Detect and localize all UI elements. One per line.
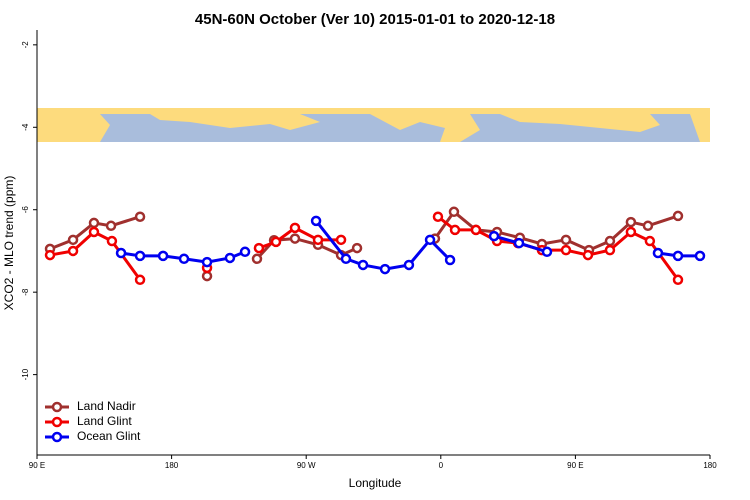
data-point	[134, 211, 146, 222]
data-point	[560, 234, 572, 246]
data-point	[449, 224, 461, 236]
x-tick-label: 180	[703, 461, 717, 470]
data-point	[652, 247, 664, 259]
data-point	[604, 244, 616, 256]
x-tick-label: 90 E	[29, 461, 45, 470]
legend-marker	[51, 431, 63, 443]
data-point	[115, 247, 127, 259]
legend-label: Land Nadir	[77, 399, 136, 413]
data-point	[253, 242, 265, 254]
data-point	[44, 249, 56, 261]
data-point	[625, 226, 637, 238]
data-point	[672, 250, 684, 262]
data-point	[88, 217, 100, 229]
x-tick-label: 180	[165, 461, 179, 470]
data-point	[642, 220, 654, 232]
data-point	[270, 236, 282, 248]
data-point	[289, 233, 301, 244]
data-point	[604, 235, 616, 247]
x-axis-label: Longitude	[349, 476, 402, 490]
data-point	[351, 242, 363, 254]
data-point	[157, 250, 169, 262]
data-point	[224, 252, 236, 264]
data-point	[644, 235, 656, 247]
data-point	[67, 245, 79, 257]
data-point	[672, 210, 684, 222]
x-tick-label: 0	[439, 461, 444, 470]
data-point	[432, 211, 444, 222]
x-tick-label: 90 E	[567, 461, 583, 470]
data-point	[560, 244, 572, 256]
data-point	[335, 234, 347, 246]
data-point	[312, 234, 324, 246]
data-point	[201, 270, 213, 282]
data-point	[488, 230, 500, 242]
data-point	[470, 224, 482, 236]
data-point	[340, 253, 352, 265]
y-tick-label: -6	[21, 206, 30, 214]
data-point	[67, 234, 79, 246]
data-point	[582, 249, 594, 261]
data-point	[106, 235, 118, 247]
data-point	[403, 259, 415, 271]
data-point	[201, 256, 213, 268]
data-point	[541, 246, 553, 258]
map-strip	[37, 108, 710, 142]
data-point	[444, 254, 456, 266]
data-point	[310, 215, 322, 227]
legend-marker	[51, 401, 63, 413]
data-point	[513, 237, 525, 249]
data-point	[694, 250, 706, 262]
data-point	[239, 246, 251, 258]
data-point	[379, 263, 391, 275]
y-tick-label: -8	[21, 288, 30, 296]
data-point	[88, 226, 100, 238]
data-point	[625, 216, 637, 228]
data-point	[357, 259, 369, 271]
data-point	[672, 274, 684, 286]
data-point	[424, 234, 436, 246]
legend-marker	[51, 416, 63, 428]
y-tick-label: -2	[21, 41, 30, 49]
chart-title: 45N-60N October (Ver 10) 2015-01-01 to 2…	[195, 11, 555, 28]
x-tick-label: 90 W	[297, 461, 316, 470]
legend-label: Land Glint	[77, 414, 132, 428]
legend-label: Ocean Glint	[77, 429, 141, 443]
data-point	[105, 220, 117, 232]
y-tick-label: -4	[21, 123, 30, 131]
data-point	[289, 222, 301, 234]
y-tick-label: -10	[21, 368, 30, 380]
y-axis-label: XCO2 - MLO trend (ppm)	[2, 176, 16, 311]
data-point	[448, 206, 460, 218]
data-point	[251, 253, 263, 265]
data-point	[134, 274, 146, 286]
data-point	[178, 253, 190, 265]
data-point	[134, 250, 146, 262]
